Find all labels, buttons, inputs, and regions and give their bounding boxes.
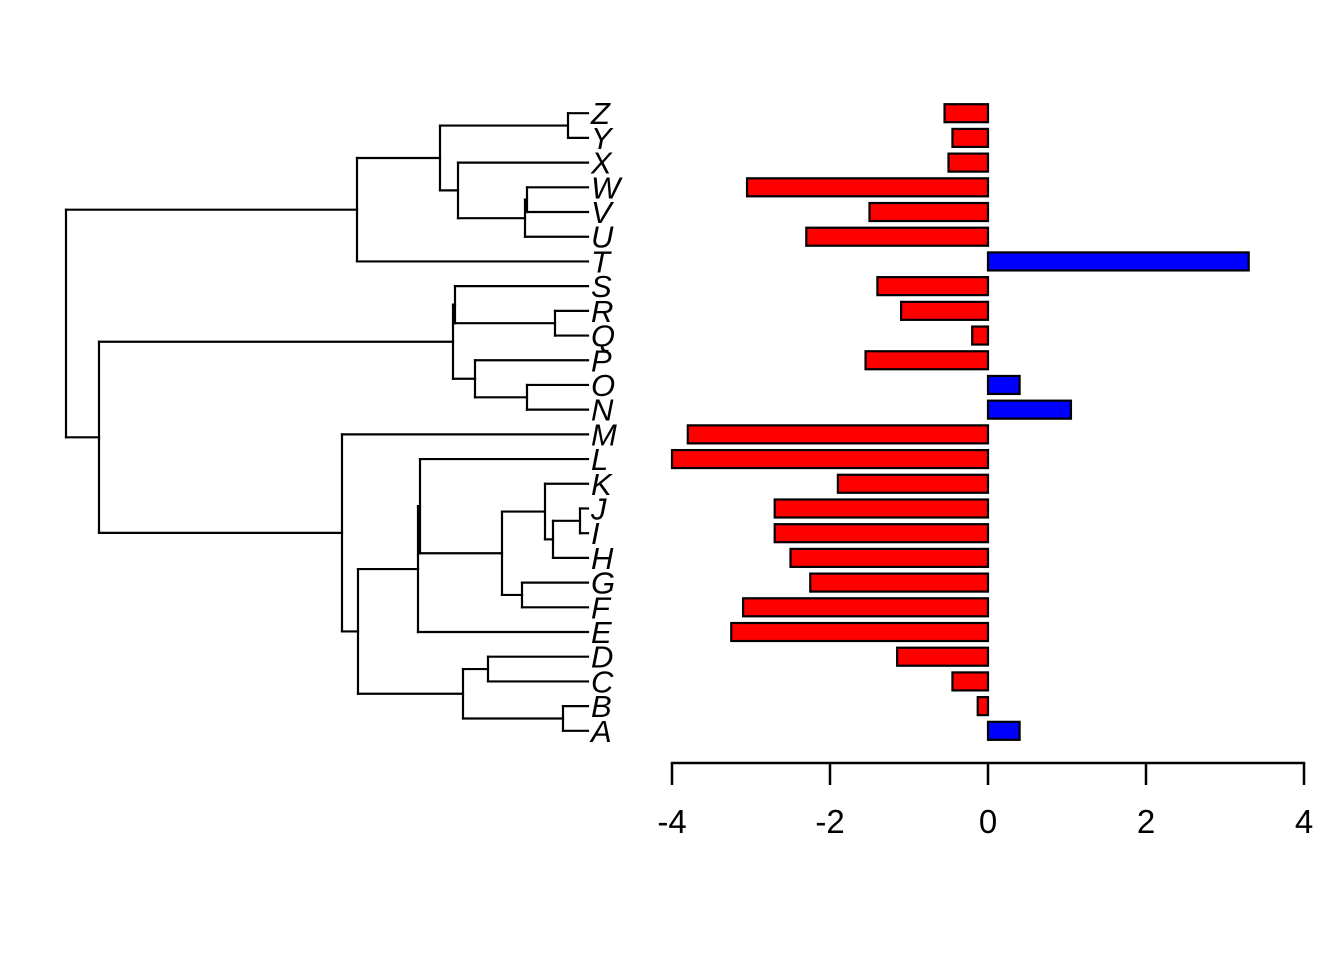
leaf-label-S: S	[591, 269, 612, 304]
leaf-label-U: U	[591, 220, 614, 255]
leaf-label-Z: Z	[590, 96, 611, 131]
dendrogram	[64, 112, 590, 732]
leaf-label-L: L	[591, 442, 608, 477]
bar-V	[868, 201, 990, 223]
bar-D	[896, 646, 990, 667]
leaf-label-O: O	[591, 368, 615, 403]
leaf-label-W: W	[591, 170, 623, 205]
bar-I	[773, 523, 990, 544]
x-axis-tick-label: 4	[1295, 803, 1313, 840]
leaf-label-J: J	[590, 491, 607, 526]
bar-R	[899, 300, 990, 321]
bar-S	[876, 276, 990, 297]
leaf-label-G: G	[591, 566, 615, 601]
leaf-label-V: V	[591, 195, 615, 230]
leaf-label-B: B	[591, 689, 612, 724]
bar-Q	[971, 325, 990, 346]
bar-J	[773, 498, 990, 519]
leaf-label-Q: Q	[591, 319, 615, 354]
leaf-label-D: D	[591, 640, 613, 675]
leaf-label-F: F	[591, 590, 612, 625]
bar-Z	[943, 103, 990, 124]
bar-W	[745, 177, 990, 198]
bar-F	[741, 597, 990, 618]
bar-P	[864, 350, 990, 371]
bar-L	[670, 448, 990, 470]
leaf-label-C: C	[591, 664, 614, 699]
bar-C	[951, 671, 990, 692]
bar-Y	[951, 127, 990, 149]
leaf-label-I: I	[591, 516, 600, 551]
leaf-label-N: N	[591, 393, 614, 428]
bar-chart	[670, 103, 1250, 741]
leaf-label-P: P	[591, 343, 612, 378]
x-axis-tick-label: 2	[1137, 803, 1155, 840]
x-axis-tick-label: 0	[979, 803, 997, 840]
leaf-label-K: K	[591, 467, 613, 502]
leaf-label-Y: Y	[591, 121, 614, 156]
bar-T	[986, 251, 1250, 272]
bar-X	[947, 152, 990, 173]
leaf-label-E: E	[591, 615, 612, 650]
bar-E	[730, 621, 990, 643]
leaf-label-A: A	[589, 714, 612, 749]
bar-G	[809, 572, 990, 593]
leaf-label-R: R	[591, 294, 613, 329]
bar-U	[805, 226, 990, 247]
bar-O	[986, 374, 1021, 396]
bar-M	[686, 424, 990, 445]
x-axis: -4 -2 0 2 4	[657, 761, 1313, 840]
leaf-label-X: X	[590, 146, 613, 181]
leaf-label-T: T	[591, 244, 612, 279]
x-axis-tick-label: -2	[815, 803, 844, 840]
bar-H	[789, 547, 990, 568]
bar-K	[836, 473, 990, 494]
bar-A	[986, 720, 1021, 741]
leaf-label-M: M	[591, 417, 617, 452]
bar-B	[976, 696, 990, 717]
bar-N	[986, 399, 1073, 420]
leaf-label-H: H	[591, 541, 614, 576]
x-axis-tick-label: -4	[657, 803, 686, 840]
